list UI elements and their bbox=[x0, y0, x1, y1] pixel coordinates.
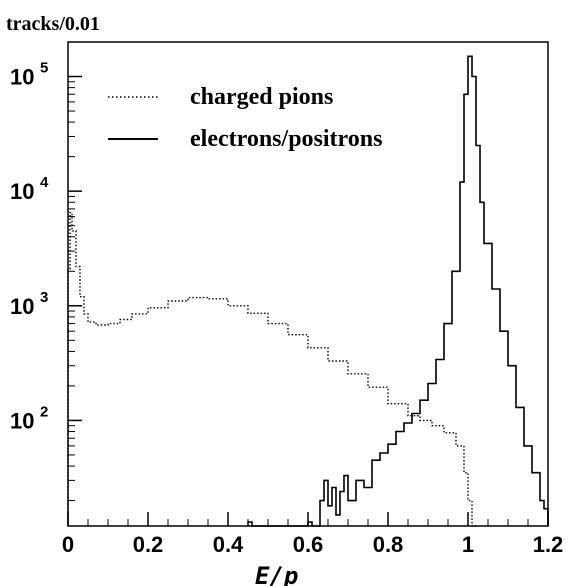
y-axis-title: tracks/0.01 bbox=[6, 13, 100, 35]
x-tick-label: 0.2 bbox=[133, 532, 164, 557]
y-tick-label-exponent: 5 bbox=[40, 60, 48, 77]
x-axis: 0 0.2 0.4 0.6 0.8 1 1.2 bbox=[62, 512, 563, 557]
y-tick-label-exponent: 2 bbox=[40, 403, 48, 420]
x-axis-title: E/p bbox=[255, 562, 298, 586]
y-tick-label-base: 10 bbox=[10, 408, 34, 433]
legend-label-electrons: electrons/positrons bbox=[190, 126, 382, 152]
x-tick-label: 0 bbox=[62, 532, 74, 557]
y-tick-label-base: 10 bbox=[10, 179, 34, 204]
x-tick-label: 0.4 bbox=[213, 532, 244, 557]
y-tick-label-base: 10 bbox=[10, 294, 34, 319]
series-layer bbox=[67, 55, 549, 527]
legend: charged pions electrons/positrons bbox=[108, 84, 382, 152]
y-tick-label-exponent: 4 bbox=[40, 174, 49, 191]
y-tick-label-base: 10 bbox=[10, 65, 34, 90]
legend-label-charged-pions: charged pions bbox=[190, 84, 333, 110]
series-charged-pions bbox=[67, 211, 476, 527]
x-tick-label: 0.6 bbox=[293, 532, 324, 557]
x-tick-label: 1 bbox=[462, 532, 474, 557]
series-electrons-positrons bbox=[247, 55, 549, 527]
y-tick-label-exponent: 3 bbox=[40, 289, 48, 306]
x-tick-label: 1.2 bbox=[533, 532, 564, 557]
y-axis: 10 2 10 3 10 4 10 5 bbox=[10, 41, 82, 502]
x-tick-label: 0.8 bbox=[373, 532, 404, 557]
